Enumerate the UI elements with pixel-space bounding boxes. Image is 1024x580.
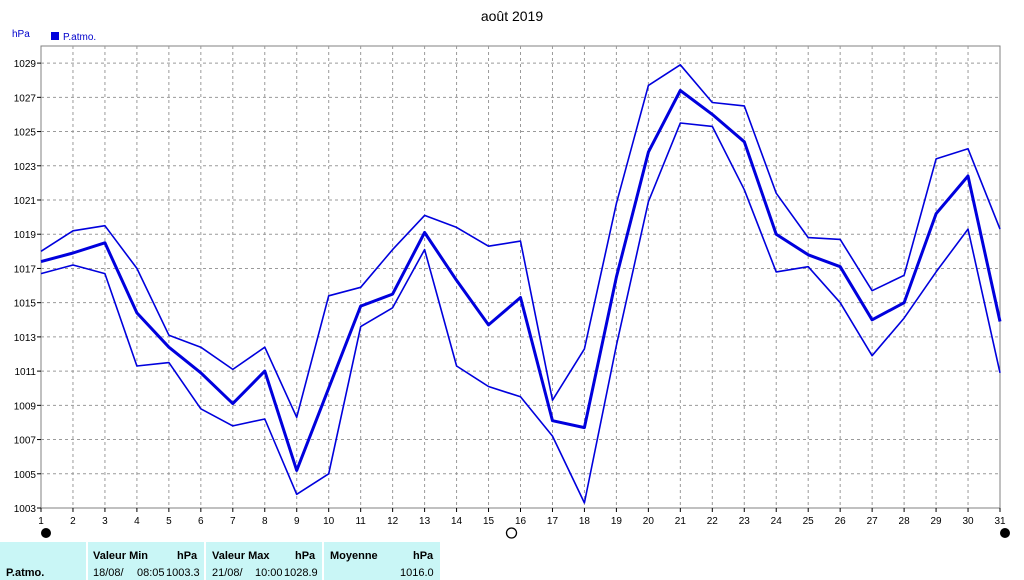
stats-min-unit: hPa xyxy=(177,550,198,562)
x-tick-label: 31 xyxy=(994,516,1006,527)
stats-divider xyxy=(322,542,324,580)
y-tick-label: 1029 xyxy=(14,59,37,70)
stats-max-date: 21/08/ xyxy=(212,567,243,579)
y-tick-label: 1017 xyxy=(14,264,37,275)
stats-max-unit: hPa xyxy=(295,550,316,562)
x-tick-label: 15 xyxy=(483,516,495,527)
x-tick-label: 4 xyxy=(134,516,140,527)
stats-mean-unit: hPa xyxy=(413,550,434,562)
chart-title: août 2019 xyxy=(481,8,543,24)
x-tick-label: 5 xyxy=(166,516,172,527)
new-moon-icon xyxy=(1000,528,1010,538)
y-tick-label: 1019 xyxy=(14,230,37,241)
y-tick-label: 1007 xyxy=(14,436,37,447)
stats-min-date: 18/08/ xyxy=(93,567,124,579)
x-tick-label: 24 xyxy=(771,516,783,527)
x-tick-label: 3 xyxy=(102,516,108,527)
x-tick-label: 11 xyxy=(355,516,366,527)
x-tick-label: 21 xyxy=(675,516,687,527)
new-moon-icon xyxy=(41,528,51,538)
x-tick-label: 23 xyxy=(739,516,751,527)
y-tick-label: 1021 xyxy=(14,196,37,207)
stats-series-cell: P.atmo. xyxy=(0,542,86,580)
stats-max-value: 1028.9 xyxy=(284,567,318,579)
x-tick-label: 14 xyxy=(451,516,463,527)
x-tick-label: 18 xyxy=(579,516,591,527)
y-tick-label: 1015 xyxy=(14,299,37,310)
x-tick-label: 16 xyxy=(515,516,527,527)
y-axis-unit: hPa xyxy=(12,29,30,40)
x-tick-label: 29 xyxy=(931,516,943,527)
x-tick-label: 9 xyxy=(294,516,300,527)
stats-min-time: 08:05 xyxy=(137,567,165,579)
series-line-max xyxy=(40,64,1001,419)
x-tick-label: 28 xyxy=(899,516,911,527)
stats-divider xyxy=(86,542,88,580)
stats-mean-value: 1016.0 xyxy=(400,567,434,579)
x-tick-label: 10 xyxy=(323,516,335,527)
x-tick-label: 27 xyxy=(867,516,879,527)
y-tick-label: 1005 xyxy=(14,470,37,481)
x-tick-label: 20 xyxy=(643,516,655,527)
x-tick-label: 22 xyxy=(707,516,719,527)
stats-min-value: 1003.3 xyxy=(166,567,200,579)
full-moon-icon xyxy=(505,527,518,539)
pressure-chart: août 2019 hPa P.atmo. 1 2 3 4 5 6 7 8 9 10 11 12 13 1… xyxy=(12,8,1010,539)
x-tick-label: 2 xyxy=(70,516,76,527)
y-tick-label: 1023 xyxy=(14,162,37,173)
plot-area: 1 2 3 4 5 6 7 8 9 10 11 12 13 14 15 16 17 18 19 20 21 22 23 24 2… xyxy=(14,45,1010,539)
stats-mean-header: Moyenne xyxy=(330,550,378,562)
x-tick-label: 19 xyxy=(611,516,623,527)
series-line-mean xyxy=(40,89,1002,472)
x-tick-label: 17 xyxy=(547,516,559,527)
x-tick-label: 7 xyxy=(230,516,236,527)
y-tick-label: 1009 xyxy=(14,401,37,412)
legend-label: P.atmo. xyxy=(63,32,96,43)
x-tick-label: 8 xyxy=(262,516,268,527)
series-line-min xyxy=(40,122,1001,504)
x-tick-label: 25 xyxy=(803,516,815,527)
stats-min-header: Valeur Min xyxy=(93,550,149,562)
y-tick-label: 1025 xyxy=(14,128,37,139)
x-tick-label: 6 xyxy=(198,516,204,527)
stats-mean-cell: Moyenne hPa 1016.0 xyxy=(324,542,440,580)
x-tick-label: 1 xyxy=(38,516,44,527)
y-tick-label: 1011 xyxy=(14,367,36,378)
x-tick-label: 26 xyxy=(835,516,847,527)
stats-max-time: 10:00 xyxy=(255,567,283,579)
legend-swatch xyxy=(51,32,59,40)
stats-max-cell: Valeur Max hPa 21/08/ 10:00 1028.9 xyxy=(206,542,322,580)
stats-bar: P.atmo. Valeur Min hPa 18/08/ 08:05 1003… xyxy=(0,542,1024,580)
stats-min-cell: Valeur Min hPa 18/08/ 08:05 1003.3 xyxy=(88,542,204,580)
y-tick-label: 1013 xyxy=(14,333,37,344)
x-tick-label: 30 xyxy=(962,516,974,527)
stats-divider xyxy=(204,542,206,580)
stats-series-label: P.atmo. xyxy=(6,567,45,579)
x-tick-label: 13 xyxy=(419,516,431,527)
y-tick-label: 1027 xyxy=(14,93,37,104)
stats-max-header: Valeur Max xyxy=(212,550,270,562)
y-tick-label: 1003 xyxy=(14,504,37,515)
x-tick-label: 12 xyxy=(387,516,399,527)
